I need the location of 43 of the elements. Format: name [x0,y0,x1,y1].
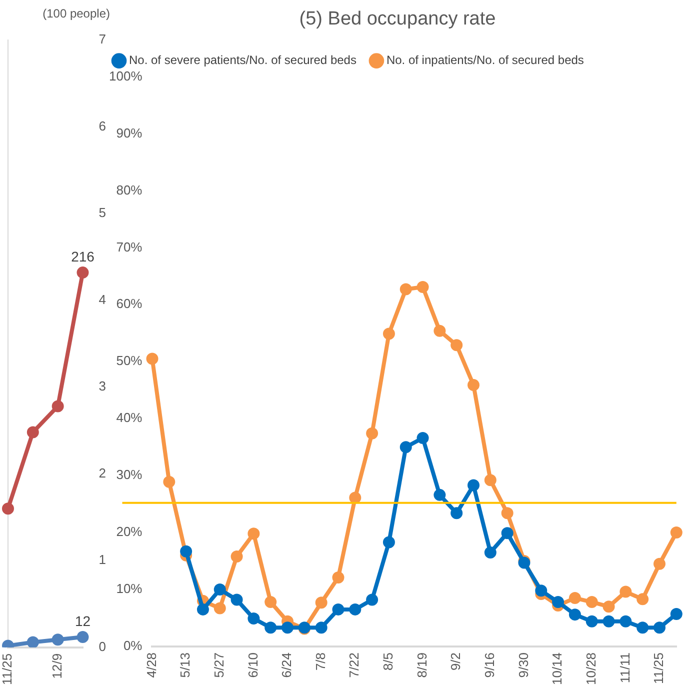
x-tick-label: 8/19 [414,652,430,678]
x-tick-label: 5/13 [178,652,193,678]
y-tick-label: 50% [116,353,143,368]
legend-label: No. of severe patients/No. of secured beds [129,53,356,68]
x-tick-label: 11/25 [0,653,15,686]
y-tick-label: 40% [116,410,143,426]
y-axis-title: (100 people) [42,6,110,20]
x-tick-label: 11/11 [617,652,632,684]
y-tick-label: 70% [116,239,143,254]
x-tick-label: 7/22 [346,652,362,678]
y-tick-label: 90% [116,125,143,140]
y-tick-label: 6 [98,118,106,134]
x-tick-label: 11/25 [651,652,666,684]
y-tick-label: 10% [116,581,143,596]
x-tick-label: 9/2 [448,652,464,671]
x-tick-label: 4/28 [144,652,159,678]
y-tick-label: 30% [116,467,143,482]
y-tick-label: 80% [116,182,143,198]
y-tick-label: 3 [98,378,106,394]
y-tick-label: 60% [116,296,143,312]
y-tick-label: 4 [98,292,106,307]
data-label: 216 [71,248,95,264]
y-tick-label: 0% [123,638,143,654]
y-tick-label: 2 [98,465,106,480]
x-tick-label: 10/28 [583,652,598,686]
chart-title: (5) Bed occupancy rate [299,8,496,30]
annotation: 12 [74,612,91,629]
y-tick-label: 1 [98,552,106,568]
x-tick-label: 9/30 [516,652,531,678]
x-tick-label: 12/9 [49,653,64,679]
x-tick-label: 6/24 [279,652,294,678]
y-tick-label: 20% [116,524,143,540]
x-tick-label: 8/5 [380,652,396,671]
x-tick-label: 7/8 [312,652,328,671]
y-tick-label: 5 [98,205,106,220]
legend-label: No. of inpatients/No. of secured beds [386,53,584,68]
x-tick-label: 6/10 [245,652,260,678]
y-tick-label: 7 [98,32,106,47]
x-tick-label: 5/27 [211,652,226,678]
x-tick-label: 10/14 [550,652,565,686]
x-tick-label: 9/16 [482,652,497,678]
y-tick-label: 0 [98,639,106,654]
y-tick-label: 100% [109,68,143,84]
